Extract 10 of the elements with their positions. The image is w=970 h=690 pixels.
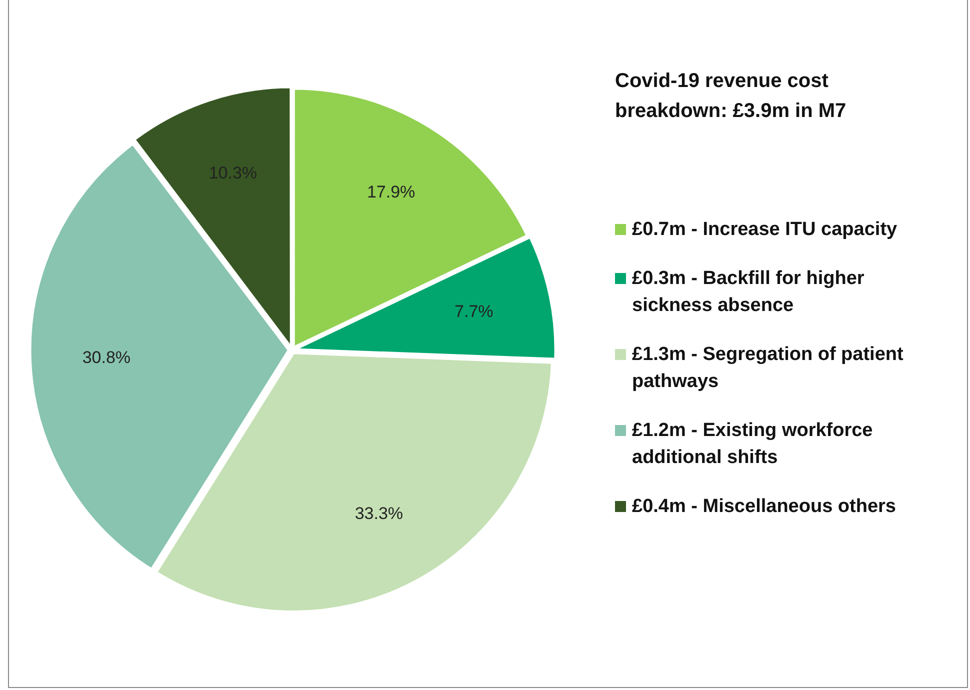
- legend-label: £0.7m - Increase ITU capacity: [632, 218, 898, 242]
- data-label: 17.9%: [366, 182, 416, 202]
- data-label: 7.7%: [454, 302, 494, 322]
- legend-label: £0.3m - Backfill for higher sickness absence: [632, 267, 866, 318]
- chart-title: Covid-19 revenue cost breakdown: £3.9m in M7: [615, 69, 848, 124]
- legend-label: £1.2m - Existing workforce additional shifts: [632, 419, 874, 470]
- data-label: 30.8%: [82, 348, 131, 367]
- legend-label: £0.4m - Miscellaneous others: [632, 495, 896, 519]
- data-label: 33.3%: [354, 504, 404, 523]
- legend-label: £1.3m - Segregation of patient pathways: [632, 343, 904, 394]
